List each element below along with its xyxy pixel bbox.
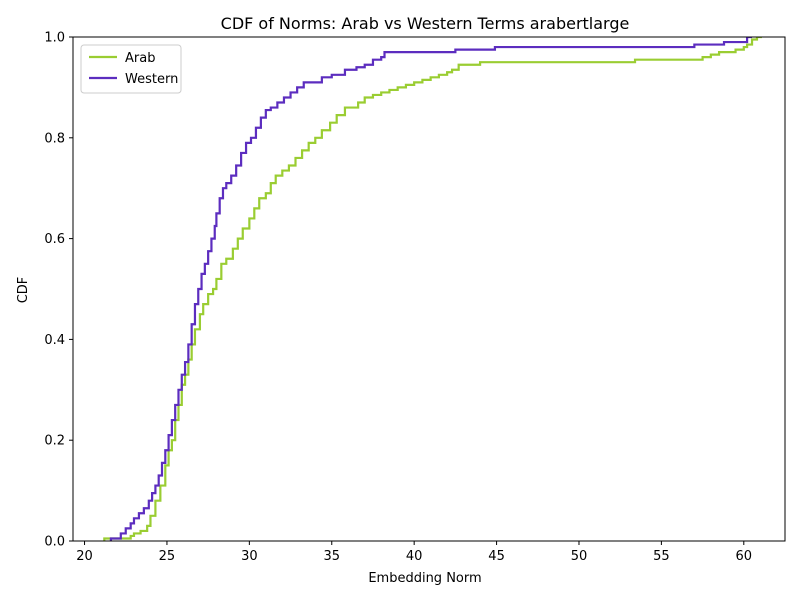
y-tick-label: 0.0 xyxy=(44,535,65,550)
x-axis-title: Embedding Norm xyxy=(368,571,481,586)
series-line-western xyxy=(109,37,753,541)
legend-label-arab: Arab xyxy=(125,51,155,66)
series-group xyxy=(103,37,762,541)
x-tick-label: 55 xyxy=(653,549,670,564)
y-tick-label: 1.0 xyxy=(44,31,65,46)
y-tick-label: 0.2 xyxy=(44,434,65,449)
y-tick-label: 0.8 xyxy=(44,131,65,146)
x-axis-ticks: 20 25 30 35 40 45 50 55 60 xyxy=(76,541,752,564)
x-tick-label: 35 xyxy=(323,549,340,564)
chart-title: CDF of Norms: Arab vs Western Terms arab… xyxy=(221,14,630,33)
x-tick-label: 45 xyxy=(488,549,505,564)
series-line-arab xyxy=(103,37,762,541)
y-axis-title: CDF xyxy=(16,277,31,304)
y-axis-ticks: 0.0 0.2 0.4 0.6 0.8 1.0 xyxy=(44,31,73,550)
x-tick-label: 25 xyxy=(159,549,176,564)
legend-label-western: Western xyxy=(125,72,178,87)
x-tick-label: 50 xyxy=(571,549,588,564)
x-tick-label: 40 xyxy=(406,549,423,564)
x-tick-label: 60 xyxy=(736,549,753,564)
legend: Arab Western xyxy=(80,44,182,94)
x-tick-label: 20 xyxy=(76,549,93,564)
x-tick-label: 30 xyxy=(241,549,258,564)
plot-area xyxy=(72,36,786,542)
axes-frame xyxy=(72,36,786,542)
y-tick-label: 0.4 xyxy=(44,333,65,348)
y-tick-label: 0.6 xyxy=(44,232,65,247)
